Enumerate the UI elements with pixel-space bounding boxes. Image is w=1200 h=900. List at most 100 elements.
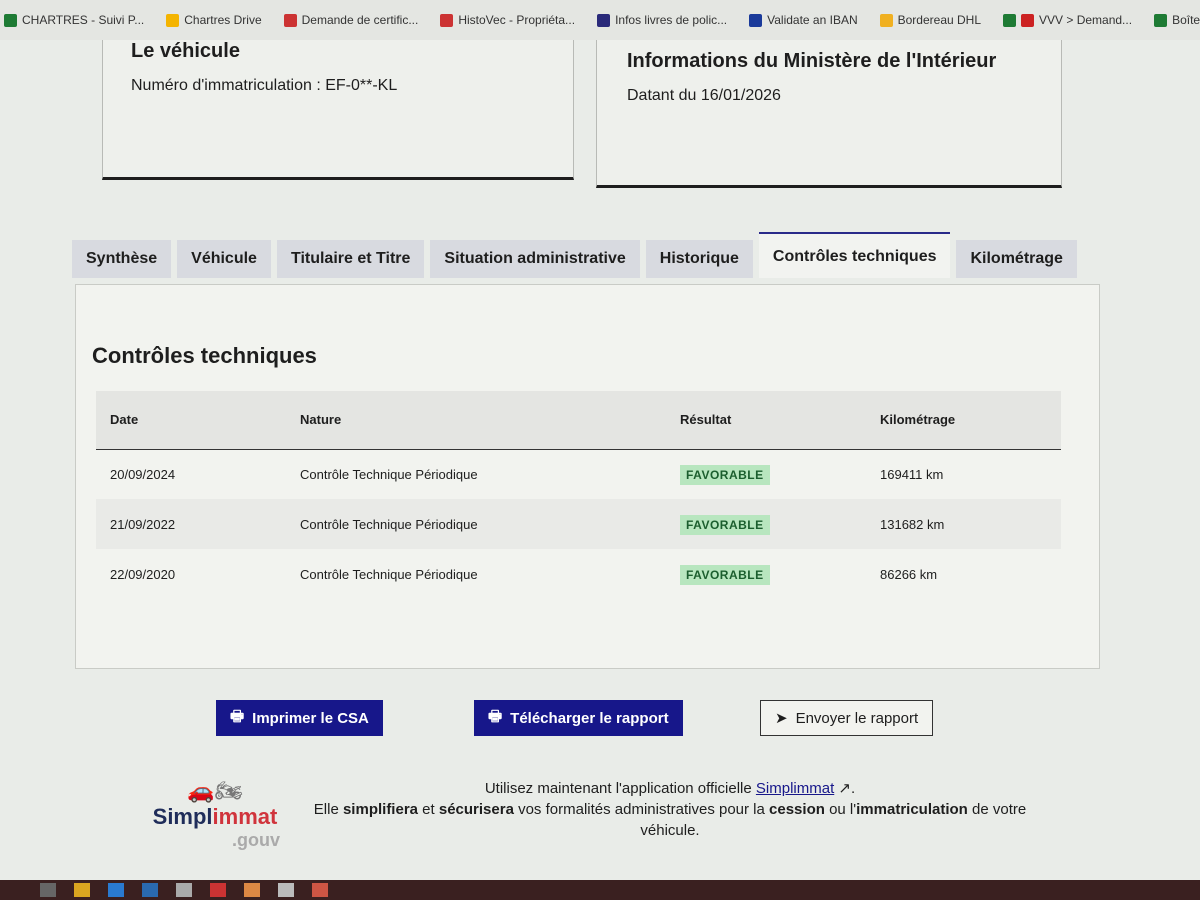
- status-badge: FAVORABLE: [680, 514, 770, 535]
- cell-result: FAVORABLE: [666, 549, 866, 599]
- bookmark-label: Demande de certific...: [301, 13, 419, 27]
- ministry-date: Datant du 16/01/2026: [627, 87, 781, 104]
- simplimmat-link[interactable]: Simplimmat: [755, 780, 835, 797]
- button-label: Imprimer le CSA: [252, 709, 369, 727]
- tab-kilometrage[interactable]: Kilométrage: [956, 240, 1077, 278]
- cell-date: 20/09/2024: [110, 466, 176, 482]
- printer-icon: 🖶: [488, 707, 503, 725]
- controls-table: Date Nature Résultat Kilométrage 20/09/2…: [96, 391, 1061, 599]
- send-report-button[interactable]: ➤ Envoyer le rapport: [760, 700, 934, 736]
- bookmark-label: Boîte à outils c: [1172, 13, 1200, 27]
- cell-nature: Contrôle Technique Périodique: [300, 466, 478, 482]
- footer-line1: Utilisez maintenant l'application offici…: [484, 780, 752, 797]
- plate-number: Numéro d'immatriculation : EF-0**-KL: [131, 77, 398, 94]
- footer-text: Utilisez maintenant l'application offici…: [313, 780, 1027, 839]
- bookmark-icon: [1021, 13, 1035, 27]
- ministry-title: Informations du Ministère de l'Intérieur: [627, 50, 997, 72]
- bookmark-icon: [4, 13, 17, 27]
- app-icon[interactable]: [142, 883, 158, 897]
- t: vos formalités administratives pour la: [518, 801, 765, 818]
- pdf-icon[interactable]: [210, 883, 226, 897]
- send-icon: ➤: [775, 710, 788, 727]
- cell-nature: Contrôle Technique Périodique: [286, 499, 666, 549]
- bookmark-label: Infos livres de polic...: [615, 13, 728, 27]
- table-row: 21/09/2022 Contrôle Technique Périodique F…: [96, 499, 1061, 549]
- tab-historique[interactable]: Historique: [645, 240, 753, 278]
- col-nature: Nature: [286, 391, 666, 450]
- bookmark-label: Bordereau DHL: [897, 13, 982, 27]
- tab-situation[interactable]: Situation administrative: [430, 240, 640, 278]
- iban-icon: [749, 13, 763, 27]
- bookmark-label: VVV > Demand...: [1039, 13, 1133, 27]
- bookmark-label: Validate an IBAN: [767, 13, 858, 27]
- table-row: 20/09/2024 Contrôle Technique Périodique F…: [96, 449, 1061, 499]
- bookmark[interactable]: Chartres Drive: [166, 13, 262, 27]
- status-badge: FAVORABLE: [680, 464, 770, 485]
- folder-icon[interactable]: [74, 883, 90, 897]
- footer: 🚗🏍 Simplimmat .gouv Utilisez maintenant …: [130, 770, 1030, 860]
- flag-icon: [440, 13, 454, 27]
- print-csa-button[interactable]: 🖶 Imprimer le CSA: [216, 700, 383, 736]
- bookmark[interactable]: VVV > Demand...: [1003, 13, 1132, 27]
- vehicle-card: Le véhicule Numéro d'immatriculation : E…: [102, 40, 574, 180]
- vehicle-title: Le véhicule: [131, 40, 240, 62]
- bookmark-label: HistoVec - Propriéta...: [458, 13, 576, 27]
- cell-nature: Contrôle Technique Périodique: [300, 566, 478, 582]
- external-link-icon: ↗: [838, 780, 851, 797]
- bookmarks-bar: CHARTRES - Suivi P... Chartres Drive Dem…: [0, 0, 1200, 40]
- t: immatriculation: [856, 801, 968, 818]
- bookmark[interactable]: Validate an IBAN: [749, 13, 858, 27]
- tab-panel: Contrôles techniques Date Nature Résulta…: [75, 284, 1100, 669]
- drive-icon: [166, 13, 180, 27]
- tab-bar: Synthèse Véhicule Titulaire et Titre Sit…: [72, 232, 1077, 278]
- flag-icon: [283, 13, 297, 27]
- section-title: Contrôles techniques: [92, 343, 317, 368]
- dhl-icon: [879, 13, 893, 27]
- t: et: [422, 801, 435, 818]
- bookmark[interactable]: CHARTRES - Suivi P...: [4, 13, 144, 27]
- tab-controles-techniques[interactable]: Contrôles techniques: [758, 232, 951, 278]
- bookmark[interactable]: Infos livres de polic...: [597, 13, 727, 27]
- t: Elle: [313, 801, 339, 818]
- tab-vehicule[interactable]: Véhicule: [177, 240, 271, 278]
- chrome-icon[interactable]: [244, 883, 260, 897]
- t: ou l': [829, 801, 857, 818]
- ministry-card: Informations du Ministère de l'Intérieur…: [596, 40, 1062, 188]
- button-label: Envoyer le rapport: [795, 709, 919, 727]
- t: cession: [769, 801, 825, 818]
- col-result: Résultat: [666, 391, 866, 450]
- store-icon[interactable]: [176, 883, 192, 897]
- t: de votre véhicule.: [640, 801, 1027, 839]
- chrome-icon[interactable]: [312, 883, 328, 897]
- download-report-button[interactable]: 🖶 Télécharger le rapport: [474, 700, 683, 736]
- cell-km: 169411 km: [880, 466, 944, 482]
- bookmark-icon: [1003, 13, 1017, 27]
- cell-result: FAVORABLE: [666, 499, 866, 549]
- app-icon[interactable]: [278, 883, 294, 897]
- t: sécurisera: [438, 801, 514, 818]
- bookmark[interactable]: HistoVec - Propriéta...: [440, 13, 575, 27]
- table-row: 22/09/2020 Contrôle Technique Périodique F…: [96, 549, 1061, 599]
- bookmark-icon: [1154, 13, 1168, 27]
- car-moto-icon: 🚗🏍: [187, 778, 243, 803]
- tab-titulaire[interactable]: Titulaire et Titre: [276, 240, 425, 278]
- bookmark[interactable]: Demande de certific...: [283, 13, 419, 27]
- cell-date: 22/09/2020: [110, 566, 176, 582]
- t: simplifiera: [342, 801, 418, 818]
- taskbar: [0, 880, 1200, 900]
- col-date: Date: [96, 391, 286, 450]
- tab-synthese[interactable]: Synthèse: [72, 240, 172, 278]
- bookmark[interactable]: Bordereau DHL: [879, 13, 982, 27]
- task-view-icon[interactable]: [40, 883, 56, 897]
- button-label: Télécharger le rapport: [510, 709, 669, 727]
- bookmark[interactable]: Boîte à outils c: [1154, 13, 1200, 27]
- cell-result: FAVORABLE: [666, 449, 866, 499]
- bookmark-label: CHARTRES - Suivi P...: [22, 13, 145, 27]
- cell-km: 131682 km: [866, 499, 1061, 549]
- cell-km: 86266 km: [880, 566, 938, 582]
- list-icon: [597, 13, 611, 27]
- bookmark-label: Chartres Drive: [184, 13, 262, 27]
- simplimmat-logo[interactable]: 🚗🏍 Simplimmat .gouv: [140, 778, 290, 851]
- status-badge: FAVORABLE: [680, 564, 770, 585]
- edge-icon[interactable]: [108, 883, 124, 897]
